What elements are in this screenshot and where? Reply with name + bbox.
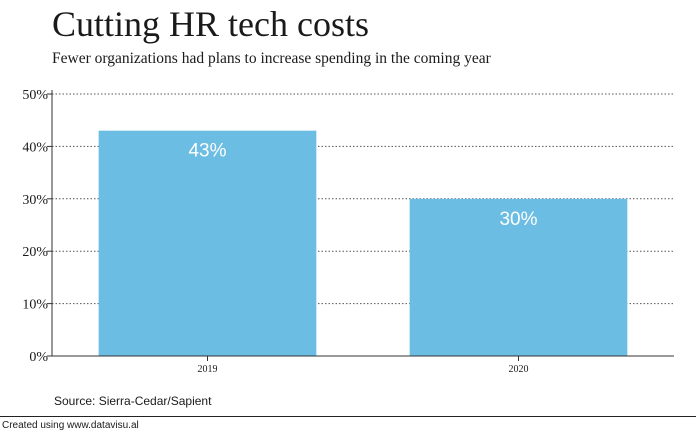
y-tick-label: 50% xyxy=(22,88,48,103)
chart-title: Cutting HR tech costs xyxy=(52,4,369,44)
chart-subtitle: Fewer organizations had plans to increas… xyxy=(52,50,491,67)
y-tick-label: 10% xyxy=(22,298,48,313)
credit-note: Created using www.datavisu.al xyxy=(2,420,139,431)
x-tick-label: 2020 xyxy=(509,364,529,375)
bar-2020 xyxy=(409,198,628,356)
axes xyxy=(47,90,674,361)
bar-2019 xyxy=(98,130,317,356)
bars xyxy=(98,130,628,356)
bar-value-label: 30% xyxy=(499,209,537,230)
y-tick-label: 20% xyxy=(22,245,48,260)
y-tick-label: 0% xyxy=(29,350,48,365)
y-tick-label: 30% xyxy=(22,193,48,208)
source-note: Source: Sierra-Cedar/Sapient xyxy=(54,394,212,408)
footer-divider xyxy=(0,416,696,417)
bar-value-label: 43% xyxy=(188,141,226,162)
y-tick-label: 40% xyxy=(22,140,48,155)
labels: 0% 10% 20% 30% 40% 50% 43% 2019 30% 2020 xyxy=(22,88,537,375)
x-tick-label: 2019 xyxy=(198,364,218,375)
